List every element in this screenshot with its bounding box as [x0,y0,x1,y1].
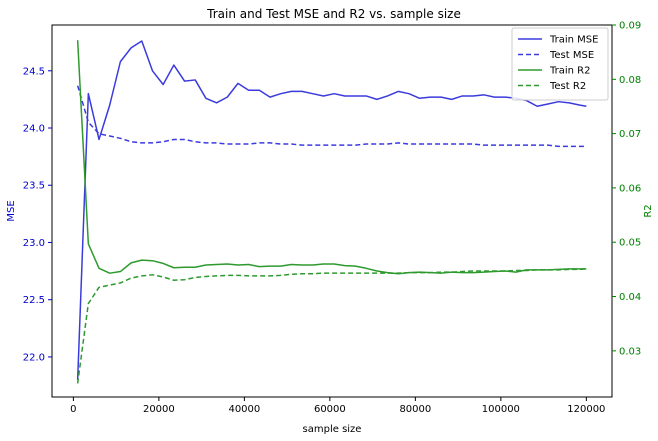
y-left-tick-label: 24.0 [23,124,45,135]
y-right-tick-label: 0.09 [619,21,641,32]
legend-label-train-mse: Train MSE [549,35,598,46]
x-tick-label: 20000 [143,404,175,415]
legend-label-test-mse: Test MSE [549,50,594,61]
y-right-tick-label: 0.03 [619,346,641,357]
y-axis-left: 22.0 22.5 23.0 23.5 24.0 24.5 [23,66,52,363]
y-right-tick-label: 0.06 [619,183,641,194]
y-right-tick-label: 0.07 [619,129,641,140]
series-train-mse-line [76,40,587,380]
x-tick-label: 120000 [567,404,605,415]
series-test-mse-line [76,85,587,148]
y-axis-right-label: R2 [643,204,654,217]
legend: Train MSE Test MSE Train R2 Test R2 [511,27,609,101]
legend-label-train-r2: Train R2 [549,66,590,77]
legend-label-test-r2: Test R2 [549,81,586,92]
x-tick-label: 60000 [314,404,346,415]
y-right-tick-label: 0.04 [619,292,641,303]
y-axis-right: 0.03 0.04 0.05 0.06 0.07 0.08 0.09 [612,21,641,357]
y-right-tick-label: 0.05 [619,238,641,249]
series-train-r2-line [76,40,587,275]
y-left-tick-label: 22.0 [23,352,45,363]
x-axis-label: sample size [303,424,362,435]
y-axis-left-label: MSE [6,200,17,221]
y-left-tick-label: 23.5 [23,181,45,192]
x-axis: 0 20000 40000 60000 80000 100000 120000 [70,397,605,415]
y-left-tick-label: 24.5 [23,66,45,77]
x-tick-label: 100000 [482,404,520,415]
chart-title: Train and Test MSE and R2 vs. sample siz… [206,7,461,21]
y-left-tick-label: 23.0 [23,238,45,249]
x-tick-label: 0 [70,404,76,415]
x-tick-label: 40000 [228,404,260,415]
y-right-tick-label: 0.08 [619,75,641,86]
series-layer [76,40,587,384]
series-test-r2-line [76,268,587,384]
y-left-tick-label: 22.5 [23,295,45,306]
x-tick-label: 80000 [399,404,431,415]
legend-frame [511,27,609,101]
